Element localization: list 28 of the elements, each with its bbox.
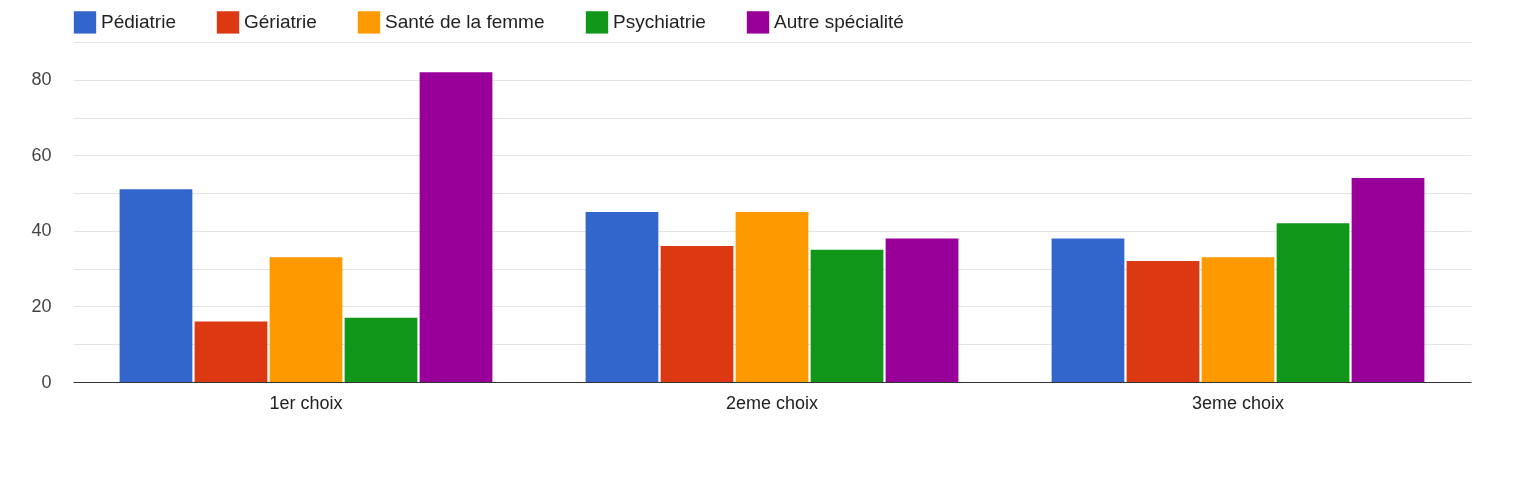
legend-label: Santé de la femme: [385, 11, 545, 33]
bar: [735, 212, 809, 382]
x-tick-label: 3eme choix: [1191, 392, 1285, 413]
legend-label: Psychiatrie: [613, 11, 706, 33]
y-tick-label: 0: [41, 371, 52, 392]
bar: [585, 212, 659, 382]
bar: [1201, 257, 1275, 382]
bar: [344, 317, 418, 382]
bar: [1126, 261, 1200, 382]
y-tick-label: 20: [31, 295, 52, 316]
bar: [194, 321, 268, 382]
bar: [660, 246, 734, 382]
legend-label: Autre spécialité: [774, 11, 904, 33]
y-tick-label: 80: [31, 69, 52, 90]
x-tick-label: 2eme choix: [725, 392, 819, 413]
bar: [419, 72, 493, 382]
bar: [810, 249, 884, 382]
legend-label: Pédiatrie: [101, 11, 176, 33]
bar: [1051, 238, 1125, 382]
legend-label: Gériatrie: [244, 11, 317, 33]
y-tick-label: 40: [31, 220, 52, 241]
x-tick-label: 1er choix: [269, 392, 343, 413]
bar: [1276, 223, 1350, 382]
bar: [119, 189, 193, 382]
bar: [269, 257, 343, 382]
bar: [885, 238, 959, 382]
y-tick-label: 60: [31, 144, 52, 165]
bar: [1351, 178, 1425, 382]
